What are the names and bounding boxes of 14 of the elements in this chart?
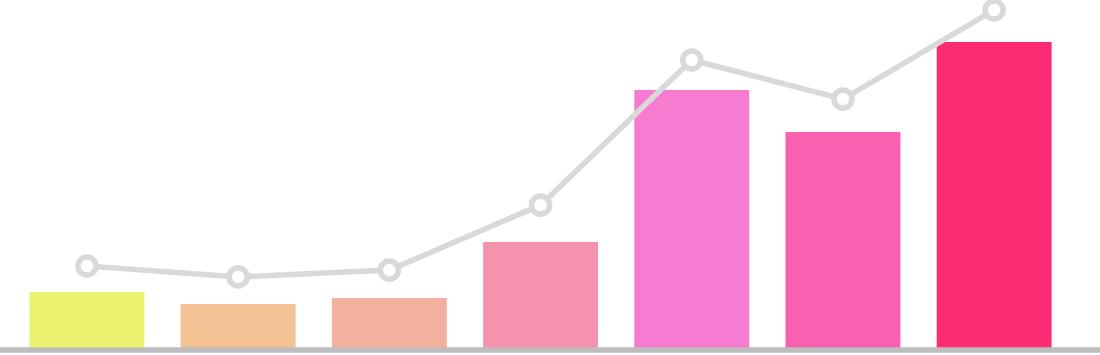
point bbox=[75, 254, 99, 278]
point bbox=[226, 265, 250, 289]
bar bbox=[785, 131, 901, 350]
point bbox=[528, 193, 553, 217]
point bbox=[679, 48, 704, 72]
bar bbox=[180, 304, 296, 350]
bar bbox=[936, 42, 1052, 350]
bar bbox=[634, 90, 750, 350]
point bbox=[831, 87, 855, 111]
point bbox=[377, 258, 402, 282]
bar bbox=[483, 241, 599, 350]
bar bbox=[331, 297, 447, 350]
bar bbox=[29, 292, 145, 350]
point bbox=[982, 0, 1006, 22]
